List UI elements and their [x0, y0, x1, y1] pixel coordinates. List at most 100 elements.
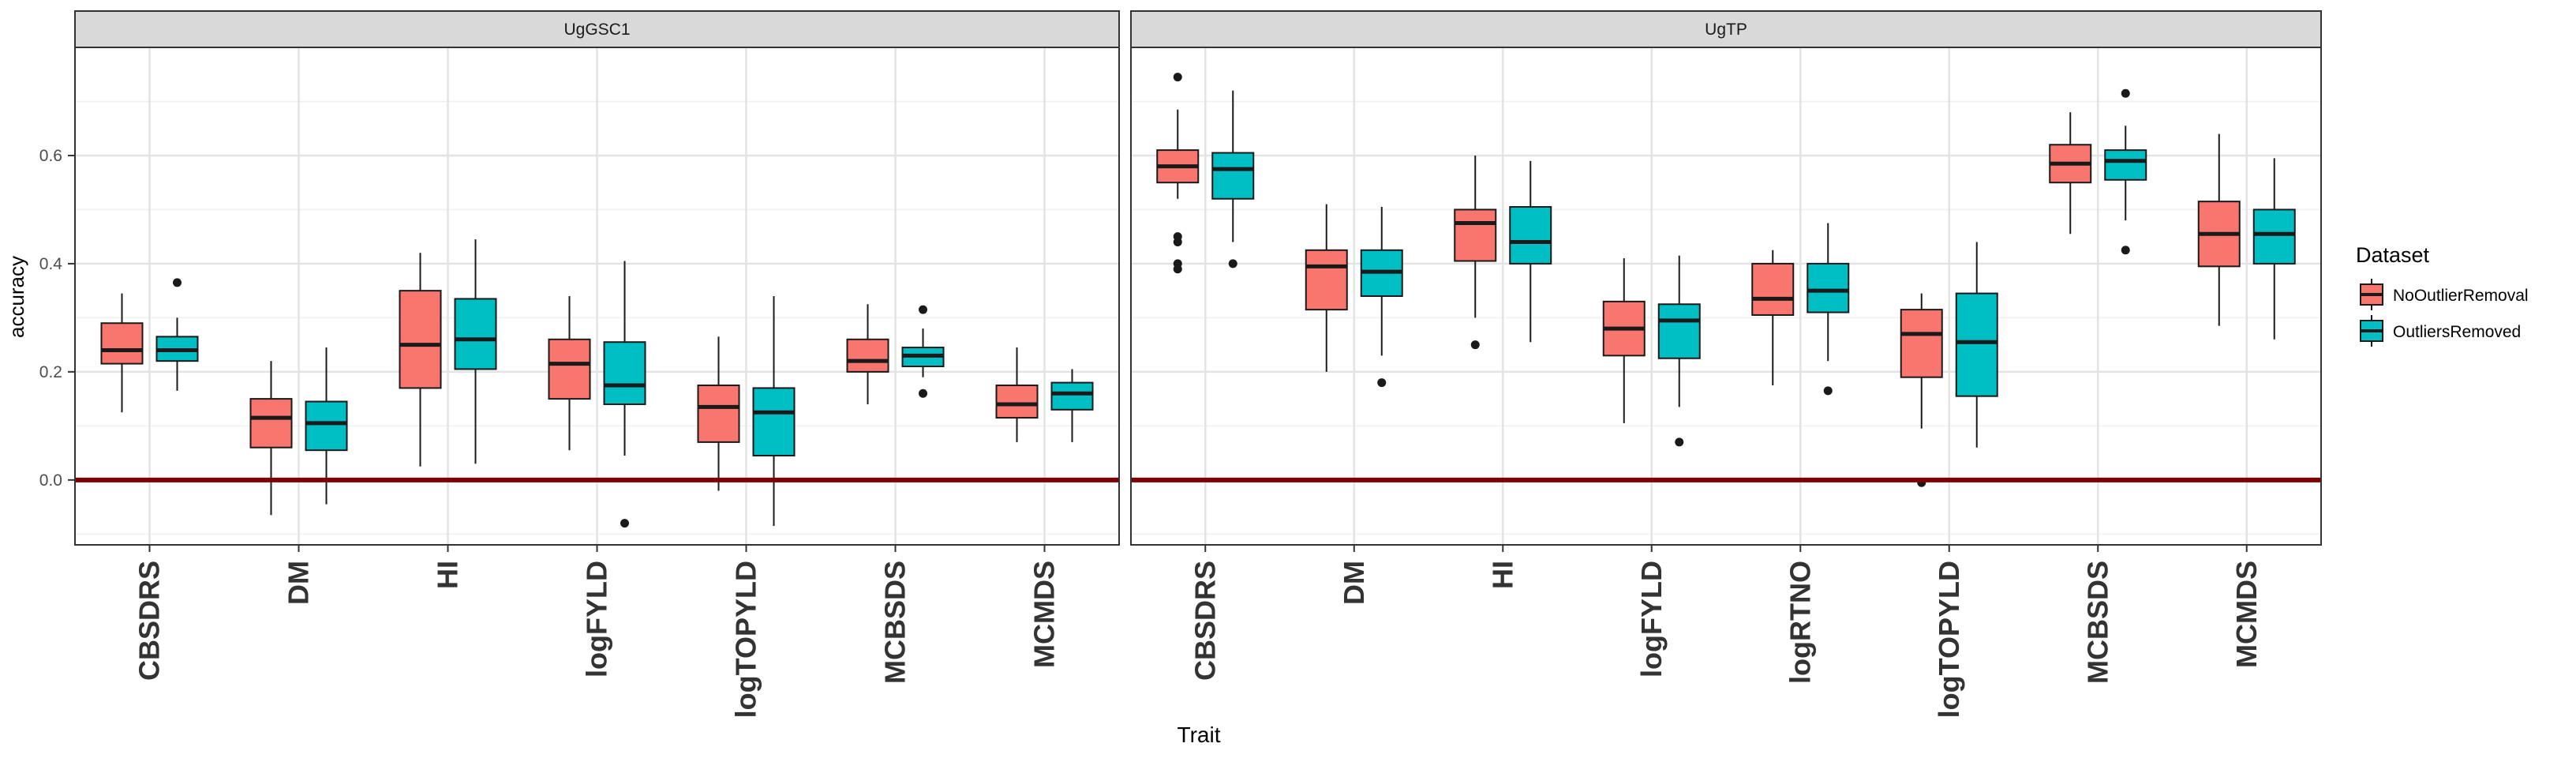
x-tick-label: logRTNO — [1784, 561, 1816, 684]
box-body — [1211, 152, 1255, 200]
panel-border — [1130, 47, 2322, 546]
box-logfyld-outliersremoved — [603, 261, 646, 528]
facet-panel-uggsc1: UgGSC1 CBSDRS DM HI logFYLD logTOPYLD MCBSDS MC… — [39, 10, 1120, 718]
box-hi-outliersremoved — [1509, 160, 1552, 343]
box-hi-nooutlierremoval — [1454, 155, 1497, 350]
box-mcmds-outliersremoved — [2252, 158, 2296, 340]
box-dm-nooutlierremoval — [249, 361, 293, 516]
box-logtopyld-nooutlierremoval — [697, 336, 740, 491]
box-cbsdrs-nooutlierremoval — [100, 293, 144, 413]
box-body — [1657, 303, 1701, 359]
box-dm-nooutlierremoval — [1305, 204, 1348, 372]
box-body — [995, 384, 1039, 419]
x-tick-label: MCBSDS — [2081, 561, 2114, 684]
outlier-point — [173, 278, 182, 287]
box-body — [1050, 381, 1094, 411]
box-body — [305, 400, 348, 452]
box-body — [100, 322, 144, 365]
box-body — [1454, 208, 1497, 262]
x-tick-label: logTOPYLD — [730, 561, 762, 718]
box-logrtno-nooutlierremoval — [1751, 250, 1795, 385]
box-mcbsds-nooutlierremoval — [2049, 112, 2092, 235]
outlier-point — [1173, 238, 1182, 247]
facet-panel-ugtp: UgTP CBSDRS DM HI logFYLD logRTNO logTOPYLD MCB… — [1130, 10, 2322, 718]
box-hi-outliersremoved — [454, 239, 497, 464]
y-tick-label: 0.6 — [39, 147, 62, 165]
facet-strip — [74, 10, 1120, 48]
x-tick-label: DM — [1338, 561, 1370, 605]
legend: Dataset NoOutlierRemoval OutliersRemoved — [2356, 243, 2529, 347]
x-axis-title: Trait — [1178, 723, 1221, 747]
x-tick-label: logFYLD — [581, 561, 613, 678]
x-tick-label: MCBSDS — [879, 561, 912, 684]
box-mcmds-nooutlierremoval — [2197, 133, 2241, 326]
box-dm-outliersremoved — [305, 347, 348, 505]
box-body — [399, 290, 442, 389]
box-logtopyld-outliersremoved — [1955, 242, 1998, 448]
box-dm-outliersremoved — [1360, 207, 1403, 388]
outlier-point — [620, 519, 629, 528]
box-mcbsds-nooutlierremoval — [846, 304, 889, 404]
box-cbsdrs-outliersremoved — [1211, 90, 1255, 268]
box-body — [249, 398, 293, 449]
box-body — [2252, 208, 2296, 265]
outlier-point — [1173, 265, 1182, 274]
box-logfyld-nooutlierremoval — [548, 296, 591, 451]
y-tick-label: 0.2 — [39, 363, 62, 381]
box-body — [2104, 149, 2147, 181]
box-logfyld-outliersremoved — [1657, 255, 1701, 447]
box-mcmds-nooutlierremoval — [995, 347, 1039, 442]
box-body — [603, 341, 646, 405]
box-logtopyld-nooutlierremoval — [1900, 293, 1943, 487]
legend-label: NoOutlierRemoval — [2393, 287, 2529, 305]
legend-item-nooutlierremoval: NoOutlierRemoval — [2360, 279, 2529, 310]
box-cbsdrs-outliersremoved — [155, 278, 199, 391]
outlier-point — [1675, 437, 1684, 447]
x-tick-label: CBSDRS — [1189, 561, 1221, 681]
x-tick-label: MCMDS — [1028, 561, 1061, 668]
legend-label: OutliersRemoved — [2393, 323, 2521, 341]
y-tick-label: 0.0 — [39, 471, 62, 490]
x-tick-label: logTOPYLD — [1933, 561, 1965, 718]
outlier-point — [919, 389, 927, 398]
box-mcbsds-outliersremoved — [901, 305, 945, 398]
facet-strip — [1130, 10, 2322, 48]
outlier-point — [1823, 386, 1833, 396]
x-tick-label: HI — [1486, 561, 1518, 589]
box-body — [697, 384, 740, 443]
outlier-point — [2121, 246, 2130, 255]
facet-strip-label: UgTP — [1705, 21, 1747, 39]
box-hi-nooutlierremoval — [399, 253, 442, 467]
box-body — [1305, 249, 1348, 311]
box-body — [454, 298, 497, 370]
x-tick-label: HI — [432, 561, 464, 589]
x-tick-label: MCMDS — [2230, 561, 2263, 668]
box-mcbsds-outliersremoved — [2104, 88, 2147, 255]
box-logfyld-nooutlierremoval — [1602, 258, 1646, 423]
box-body — [1509, 206, 1552, 265]
box-body — [752, 387, 796, 457]
outlier-point — [1377, 378, 1387, 388]
outlier-point — [919, 305, 927, 314]
box-body — [1955, 292, 1998, 397]
box-body — [846, 338, 889, 373]
outlier-point — [1228, 259, 1237, 268]
x-tick-label: logFYLD — [1635, 561, 1668, 678]
outlier-point — [2121, 88, 2130, 98]
outlier-point — [1173, 73, 1182, 82]
box-body — [1900, 309, 1943, 378]
x-tick-label: DM — [283, 561, 315, 605]
legend-title: Dataset — [2356, 243, 2430, 267]
legend-item-outliersremoved: OutliersRemoved — [2360, 315, 2521, 347]
box-logrtno-outliersremoved — [1807, 223, 1850, 396]
y-tick-label: 0.4 — [39, 255, 63, 273]
outlier-point — [1470, 340, 1480, 350]
box-logtopyld-outliersremoved — [752, 296, 796, 527]
box-mcmds-outliersremoved — [1050, 369, 1094, 442]
facet-strip-label: UgGSC1 — [564, 21, 630, 39]
box-cbsdrs-nooutlierremoval — [1156, 73, 1200, 274]
x-tick-label: CBSDRS — [133, 561, 166, 681]
y-axis-title: accuracy — [5, 256, 28, 338]
